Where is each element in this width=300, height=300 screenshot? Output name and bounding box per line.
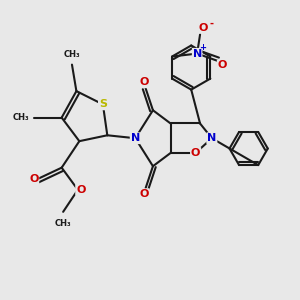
- Text: O: O: [198, 23, 208, 33]
- Text: O: O: [29, 174, 38, 184]
- Text: O: O: [140, 189, 149, 199]
- Text: +: +: [199, 43, 206, 52]
- Text: N: N: [207, 133, 217, 143]
- Text: O: O: [140, 77, 149, 87]
- Text: CH₃: CH₃: [55, 219, 71, 228]
- Text: O: O: [218, 60, 227, 70]
- Text: N: N: [193, 49, 202, 58]
- Text: CH₃: CH₃: [64, 50, 80, 59]
- Text: S: S: [99, 99, 107, 110]
- Text: O: O: [76, 185, 86, 195]
- Text: N: N: [131, 133, 140, 143]
- Text: -: -: [209, 19, 213, 29]
- Text: CH₃: CH₃: [13, 113, 29, 122]
- Text: O: O: [191, 148, 200, 158]
